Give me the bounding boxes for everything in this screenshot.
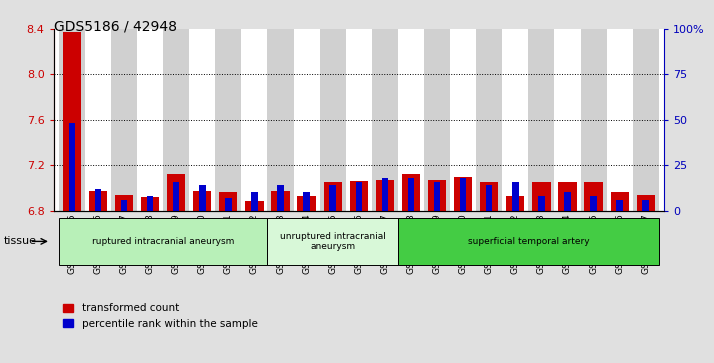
Bar: [147, 196, 154, 211]
Bar: [356, 182, 362, 211]
Bar: [408, 178, 414, 211]
Bar: [538, 196, 545, 211]
Bar: [320, 29, 346, 211]
Bar: [643, 200, 649, 211]
Bar: [298, 196, 316, 211]
Bar: [633, 29, 659, 211]
Bar: [115, 195, 133, 211]
Bar: [476, 29, 502, 211]
Bar: [329, 185, 336, 211]
Bar: [271, 191, 290, 211]
Bar: [241, 29, 268, 211]
Bar: [528, 29, 555, 211]
Text: GDS5186 / 42948: GDS5186 / 42948: [54, 20, 176, 34]
Bar: [173, 182, 179, 211]
Bar: [428, 180, 446, 211]
Bar: [225, 198, 231, 211]
Bar: [268, 29, 293, 211]
Bar: [189, 29, 216, 211]
Bar: [460, 178, 466, 211]
Bar: [372, 29, 398, 211]
Bar: [199, 185, 206, 211]
Bar: [424, 29, 450, 211]
Bar: [402, 174, 420, 211]
Text: ruptured intracranial aneurysm: ruptured intracranial aneurysm: [92, 237, 234, 246]
Bar: [63, 32, 81, 211]
Bar: [277, 185, 283, 211]
Bar: [610, 192, 629, 211]
Bar: [293, 29, 320, 211]
Bar: [434, 182, 441, 211]
Text: tissue: tissue: [4, 236, 36, 246]
Bar: [607, 29, 633, 211]
Bar: [398, 218, 659, 265]
Bar: [219, 192, 238, 211]
Bar: [121, 200, 127, 211]
Bar: [450, 29, 476, 211]
Bar: [616, 200, 623, 211]
Bar: [637, 195, 655, 211]
Bar: [85, 29, 111, 211]
Bar: [350, 181, 368, 211]
Bar: [216, 29, 241, 211]
Bar: [323, 182, 342, 211]
Bar: [346, 29, 372, 211]
Bar: [303, 192, 310, 211]
Bar: [564, 192, 570, 211]
Bar: [585, 182, 603, 211]
Bar: [480, 182, 498, 211]
Bar: [268, 218, 398, 265]
Bar: [167, 174, 186, 211]
Bar: [251, 192, 258, 211]
Bar: [486, 185, 493, 211]
Text: superficial temporal artery: superficial temporal artery: [468, 237, 589, 246]
Bar: [502, 29, 528, 211]
Bar: [246, 201, 263, 211]
Bar: [376, 180, 394, 211]
Bar: [137, 29, 163, 211]
Bar: [454, 176, 472, 211]
Bar: [532, 182, 550, 211]
Bar: [555, 29, 580, 211]
Bar: [512, 182, 518, 211]
Bar: [59, 218, 268, 265]
Bar: [59, 29, 85, 211]
Bar: [163, 29, 189, 211]
Bar: [89, 191, 107, 211]
Bar: [506, 196, 525, 211]
Legend: transformed count, percentile rank within the sample: transformed count, percentile rank withi…: [59, 299, 262, 333]
Bar: [141, 197, 159, 211]
Bar: [398, 29, 424, 211]
Bar: [558, 182, 577, 211]
Bar: [69, 123, 75, 211]
Bar: [111, 29, 137, 211]
Bar: [580, 29, 607, 211]
Text: unruptured intracranial
aneurysm: unruptured intracranial aneurysm: [280, 232, 386, 251]
Bar: [193, 191, 211, 211]
Bar: [381, 178, 388, 211]
Bar: [590, 196, 597, 211]
Bar: [95, 189, 101, 211]
